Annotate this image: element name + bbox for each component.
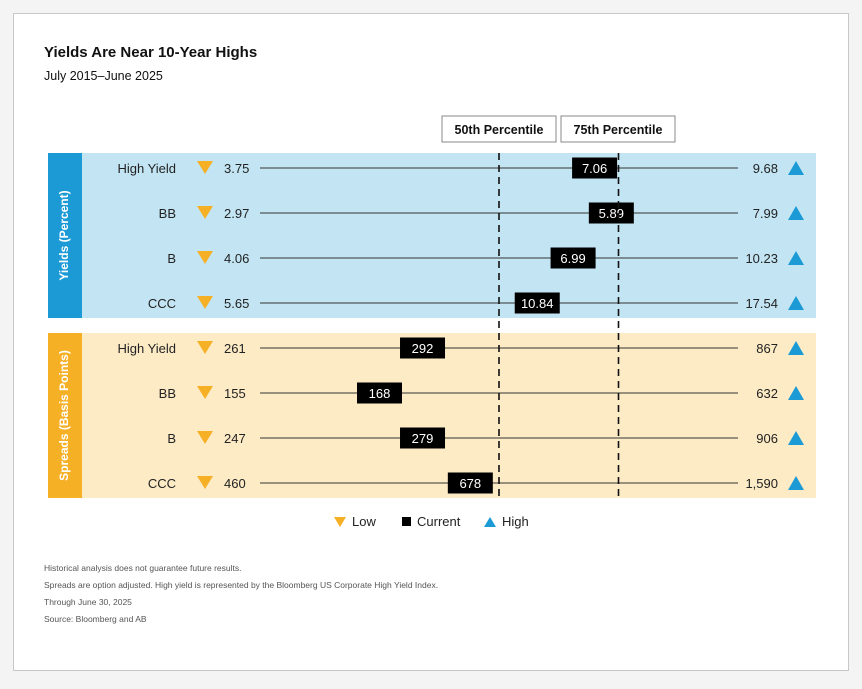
panel-band [82, 153, 816, 318]
legend-current-label: Current [417, 514, 461, 529]
row-category-label: High Yield [117, 341, 176, 356]
high-marker [788, 431, 804, 445]
low-marker [197, 386, 213, 399]
panel-label: Spreads (Basis Points) [57, 350, 71, 481]
current-value-label: 678 [459, 476, 481, 491]
current-marker [400, 427, 446, 449]
footnote-4: Source: Bloomberg and AB [44, 614, 147, 624]
legend-low: Low [334, 514, 376, 529]
current-marker [550, 247, 596, 269]
chart-row: High Yield 261 867 292 [117, 337, 804, 359]
current-marker [400, 337, 446, 359]
chart-row: CCC 5.65 17.54 10.84 [148, 292, 804, 314]
percentile-label-box [560, 115, 676, 143]
low-value-label: 3.75 [224, 161, 249, 176]
current-value-label: 292 [412, 341, 434, 356]
row-category-label: CCC [148, 476, 176, 491]
high-value-label: 17.54 [745, 296, 778, 311]
row-category-label: B [167, 251, 176, 266]
high-marker [788, 251, 804, 265]
legend: Low Current High [0, 514, 862, 534]
row-category-label: High Yield [117, 161, 176, 176]
current-value-label: 279 [412, 431, 434, 446]
row-category-label: BB [159, 386, 176, 401]
low-value-label: 2.97 [224, 206, 249, 221]
low-marker [197, 161, 213, 174]
chart-title: Yields Are Near 10-Year Highs [44, 44, 258, 61]
low-value-label: 460 [224, 476, 246, 491]
low-marker [197, 431, 213, 444]
chart-subtitle: July 2015–June 2025 [44, 69, 163, 83]
chart-row: B 247 906 279 [167, 427, 804, 449]
current-value-label: 10.84 [521, 296, 554, 311]
high-value-label: 9.68 [753, 161, 778, 176]
high-value-label: 867 [756, 341, 778, 356]
high-value-label: 1,590 [745, 476, 778, 491]
row-category-label: BB [159, 206, 176, 221]
percentile-label: 75th Percentile [574, 123, 663, 137]
low-value-label: 261 [224, 341, 246, 356]
chart-row: B 4.06 10.23 6.99 [167, 247, 804, 269]
low-marker [197, 476, 213, 489]
current-value-label: 6.99 [560, 251, 585, 266]
legend-high: High [484, 514, 529, 529]
low-value-label: 247 [224, 431, 246, 446]
percentile-label-box [441, 115, 557, 143]
high-triangle-icon [484, 516, 496, 527]
panel-label-bg [48, 153, 82, 318]
panel-label-bg [48, 333, 82, 498]
low-marker [197, 251, 213, 264]
low-value-label: 155 [224, 386, 246, 401]
footnote-1: Historical analysis does not guarantee f… [44, 563, 242, 573]
high-marker [788, 206, 804, 220]
current-value-label: 7.06 [582, 161, 607, 176]
panel-label: Yields (Percent) [57, 190, 71, 280]
low-marker [197, 296, 213, 309]
low-marker [197, 206, 213, 219]
low-value-label: 5.65 [224, 296, 249, 311]
legend-low-label: Low [352, 514, 376, 529]
high-value-label: 7.99 [753, 206, 778, 221]
low-value-label: 4.06 [224, 251, 249, 266]
current-marker [514, 292, 560, 314]
legend-high-label: High [502, 514, 529, 529]
row-category-label: B [167, 431, 176, 446]
low-marker [197, 341, 213, 354]
footnote-3: Through June 30, 2025 [44, 597, 132, 607]
current-value-label: 168 [369, 386, 391, 401]
chart-row: BB 2.97 7.99 5.89 [159, 202, 804, 224]
current-marker [572, 157, 618, 179]
high-value-label: 906 [756, 431, 778, 446]
current-marker [357, 382, 402, 404]
legend-current: Current [402, 514, 460, 529]
high-value-label: 632 [756, 386, 778, 401]
percentile-label: 50th Percentile [455, 123, 544, 137]
high-marker [788, 296, 804, 310]
high-marker [788, 476, 804, 490]
low-triangle-icon [334, 516, 346, 527]
current-marker [447, 472, 493, 494]
footnote-2: Spreads are option adjusted. High yield … [44, 580, 439, 590]
current-marker [588, 202, 634, 224]
high-marker [788, 341, 804, 355]
high-marker [788, 386, 804, 400]
row-category-label: CCC [148, 296, 176, 311]
high-value-label: 10.23 [745, 251, 778, 266]
current-square-icon [402, 517, 411, 526]
panel-band [82, 333, 816, 498]
high-marker [788, 161, 804, 175]
current-value-label: 5.89 [599, 206, 624, 221]
